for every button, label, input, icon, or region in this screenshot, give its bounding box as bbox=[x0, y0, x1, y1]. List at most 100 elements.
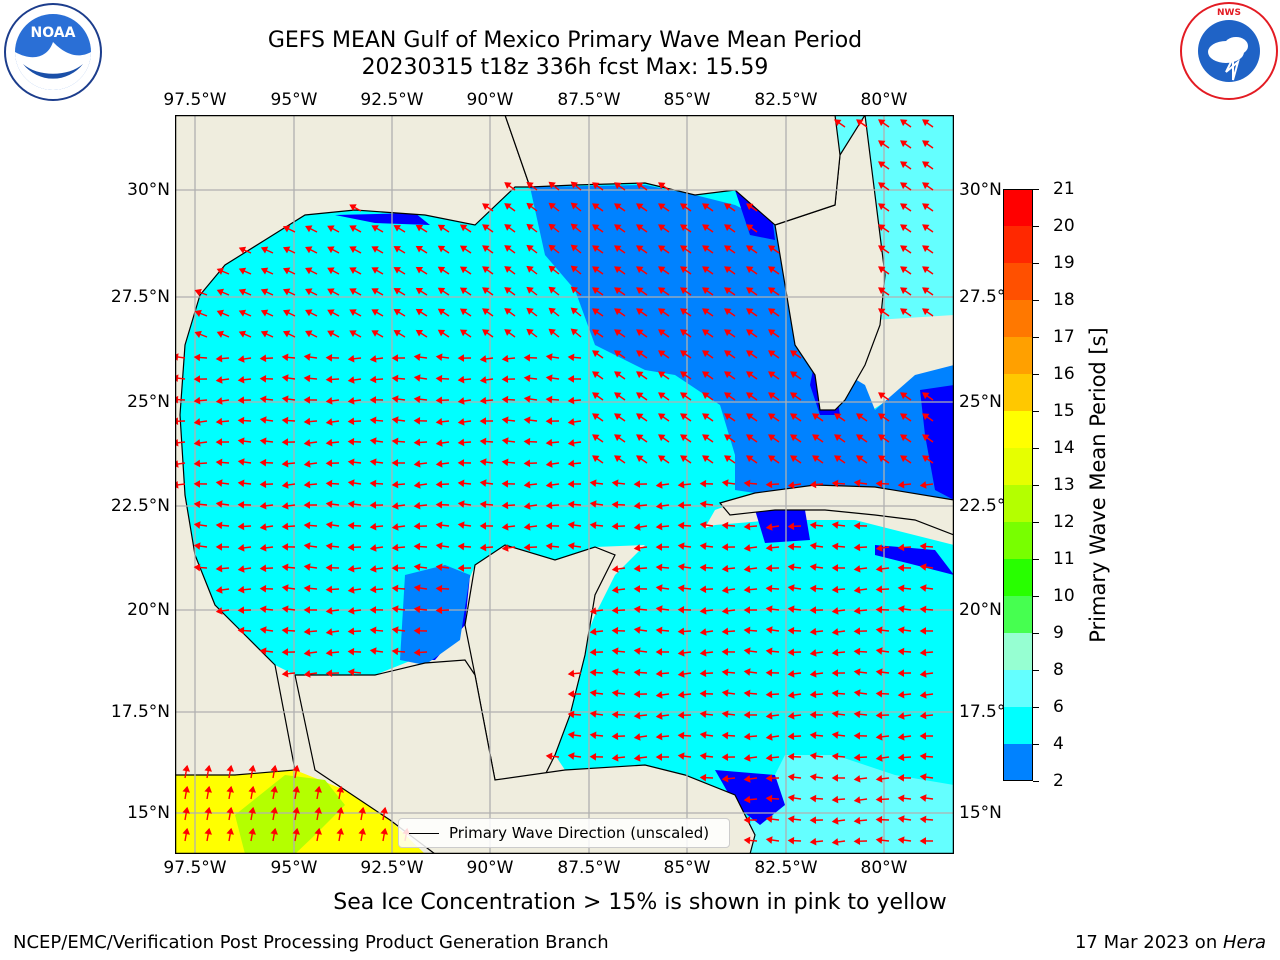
wave-arrow-head bbox=[248, 785, 256, 793]
wave-arrow-head bbox=[369, 501, 377, 509]
wave-arrow-head bbox=[548, 328, 556, 336]
wave-arrow-head bbox=[589, 689, 597, 697]
wave-arrow-head bbox=[327, 225, 335, 233]
wave-arrow-head bbox=[325, 607, 333, 615]
wave-arrow-head bbox=[768, 266, 776, 274]
wave-arrow-head bbox=[391, 626, 399, 634]
wave-arrow-head bbox=[479, 355, 487, 363]
wave-arrow-head bbox=[655, 502, 663, 510]
wave-arrow-head bbox=[305, 330, 313, 338]
wave-arrow-head bbox=[237, 437, 245, 445]
wave-arrow-head bbox=[523, 395, 531, 403]
wave-arrow-head bbox=[878, 308, 886, 316]
wave-arrow-head bbox=[314, 806, 322, 814]
footer-date-text: 17 Mar 2023 on bbox=[1074, 932, 1223, 953]
wave-arrow-head bbox=[479, 376, 487, 384]
wave-arrow-head bbox=[292, 806, 300, 814]
graticule bbox=[175, 115, 954, 854]
wave-arrow-head bbox=[459, 287, 468, 295]
wave-arrow-head bbox=[919, 627, 926, 635]
wave-arrow-head bbox=[369, 606, 377, 614]
wave-arrow-head bbox=[369, 585, 377, 594]
wave-arrow-head bbox=[721, 731, 729, 740]
wave-arrow-head bbox=[457, 521, 465, 529]
wave-arrow-head bbox=[369, 647, 377, 655]
wave-arrow-head bbox=[875, 775, 883, 783]
wave-arrow-head bbox=[853, 668, 861, 676]
wave-arrow-head bbox=[393, 246, 401, 253]
wave-arrow-head bbox=[743, 668, 751, 676]
lat-tick-right: 25°N bbox=[959, 392, 1002, 412]
colorbar-cell bbox=[1003, 448, 1033, 486]
wave-arrow-head bbox=[875, 689, 883, 698]
wave-arrow-head bbox=[743, 732, 751, 741]
wave-arrow-head bbox=[680, 392, 688, 400]
wave-arrow-head bbox=[281, 459, 289, 468]
lat-tick-right: 15°N bbox=[959, 803, 1002, 823]
wave-arrow-head bbox=[636, 434, 644, 442]
colorbar-tick: 11 bbox=[1053, 549, 1075, 569]
wave-arrow-head bbox=[327, 246, 335, 254]
wave-arrow-head bbox=[831, 795, 839, 804]
wave-arrow-head bbox=[655, 563, 663, 572]
wave-arrow-head bbox=[702, 266, 710, 274]
colorbar-tick: 17 bbox=[1053, 327, 1075, 347]
wave-arrow-head bbox=[479, 479, 487, 487]
wave-arrow-head bbox=[259, 647, 267, 655]
wave-arrow-head bbox=[369, 544, 377, 552]
wave-arrow-head bbox=[853, 796, 861, 804]
wave-arrow-head bbox=[658, 392, 666, 400]
wave-arrow-head bbox=[724, 203, 732, 211]
wave-arrow-head bbox=[567, 353, 575, 362]
wave-arrow-head bbox=[204, 806, 212, 814]
wave-arrow-head bbox=[413, 522, 421, 531]
colorbar-tick-mark bbox=[1033, 189, 1039, 190]
wave-arrow-head bbox=[875, 565, 883, 573]
wave-arrow-head bbox=[765, 564, 773, 573]
wave-arrow-head bbox=[724, 350, 732, 358]
wave-arrow-head bbox=[790, 455, 798, 463]
colorbar-cell bbox=[1003, 300, 1033, 338]
colorbar-cell bbox=[1003, 374, 1033, 412]
wave-arrow-head bbox=[413, 626, 421, 635]
wave-arrow-head bbox=[325, 500, 333, 508]
wave-arrow-head bbox=[215, 397, 223, 405]
wave-arrow-head bbox=[765, 733, 773, 741]
wave-arrow-head bbox=[721, 648, 729, 656]
wave-arrow-head bbox=[724, 392, 732, 400]
wave-arrow-head bbox=[699, 773, 707, 782]
wave-arrow-head bbox=[658, 224, 666, 232]
wave-arrow-head bbox=[746, 434, 754, 442]
wave-arrow-head bbox=[479, 437, 487, 446]
wave-arrow-head bbox=[614, 413, 622, 421]
chart-title: GEFS MEAN Gulf of Mexico Primary Wave Me… bbox=[267, 28, 863, 53]
wave-arrow-head bbox=[746, 371, 754, 379]
wave-arrow-head bbox=[545, 522, 553, 530]
wave-arrow-head bbox=[658, 266, 666, 274]
wave-arrow-head bbox=[570, 286, 578, 294]
wave-arrow-head bbox=[347, 500, 355, 508]
wave-arrow-head bbox=[787, 584, 795, 592]
wave-arrow-head bbox=[347, 627, 355, 636]
wave-arrow-head bbox=[831, 585, 839, 594]
wave-arrow-head bbox=[369, 565, 377, 573]
wave-arrow-head bbox=[633, 480, 641, 488]
wave-arrow-head bbox=[919, 711, 927, 720]
wave-arrow-head bbox=[853, 565, 861, 573]
wave-arrow-head bbox=[765, 690, 773, 699]
colorbar-tick-mark bbox=[1033, 448, 1039, 449]
wave-arrow-head bbox=[391, 437, 399, 446]
wave-arrow-head bbox=[853, 586, 861, 594]
colorbar-cell bbox=[1003, 337, 1033, 375]
svg-text:NOAA: NOAA bbox=[31, 25, 76, 41]
wave-arrow-head bbox=[545, 481, 553, 489]
wave-arrow-head bbox=[721, 689, 729, 697]
wave-arrow-head bbox=[281, 438, 289, 446]
wave-arrow-head bbox=[347, 479, 355, 487]
wave-arrow-head bbox=[391, 564, 399, 572]
wave-arrow-head bbox=[919, 794, 927, 802]
wave-arrow-head bbox=[504, 329, 512, 336]
wave-arrow-head bbox=[611, 586, 619, 594]
wave-arrow-head bbox=[677, 670, 685, 678]
wave-arrow-head bbox=[526, 307, 534, 315]
